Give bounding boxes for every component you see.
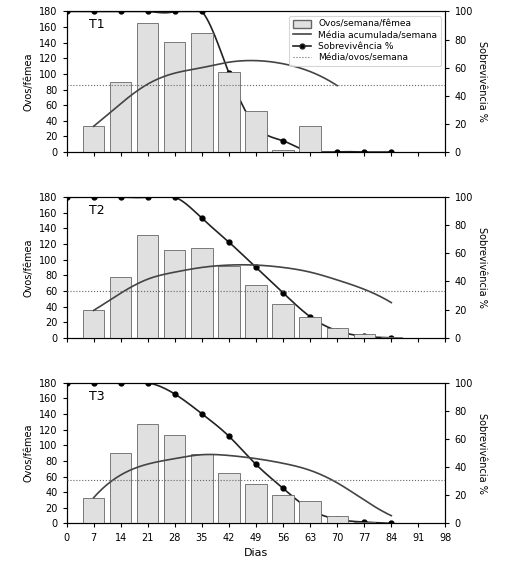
Bar [137, 424, 158, 523]
Bar [381, 337, 402, 338]
Bar [218, 266, 240, 338]
Bar [272, 304, 294, 338]
Bar [218, 72, 240, 152]
Bar [354, 334, 375, 338]
Bar [272, 150, 294, 152]
Bar [110, 453, 131, 523]
X-axis label: Dias: Dias [244, 548, 268, 558]
Bar [83, 126, 104, 152]
Text: T2: T2 [89, 204, 105, 217]
Y-axis label: Sobrevivência %: Sobrevivência % [477, 413, 487, 493]
Bar [327, 328, 348, 338]
Bar [137, 23, 158, 152]
Bar [300, 318, 321, 338]
Y-axis label: Sobrevivência %: Sobrevivência % [477, 227, 487, 308]
Bar [245, 110, 267, 152]
Bar [218, 473, 240, 523]
Bar [354, 522, 375, 523]
Bar [164, 42, 185, 152]
Bar [300, 126, 321, 152]
Bar [245, 484, 267, 523]
Bar [83, 498, 104, 523]
Text: T1: T1 [89, 18, 105, 31]
Bar [191, 454, 212, 523]
Bar [110, 82, 131, 152]
Legend: Ovos/semana/fêmea, Média acumulada/semana, Sobrevivência %, Média/ovos/semana: Ovos/semana/fêmea, Média acumulada/seman… [289, 16, 441, 67]
Bar [245, 286, 267, 338]
Bar [137, 236, 158, 338]
Bar [164, 250, 185, 338]
Bar [191, 248, 212, 338]
Bar [300, 501, 321, 523]
Y-axis label: Ovos/fêmea: Ovos/fêmea [24, 52, 33, 111]
Text: T3: T3 [89, 390, 105, 403]
Bar [272, 496, 294, 523]
Y-axis label: Ovos/fêmea: Ovos/fêmea [24, 424, 33, 483]
Y-axis label: Sobrevivência %: Sobrevivência % [477, 42, 487, 122]
Bar [110, 277, 131, 338]
Bar [191, 33, 212, 152]
Y-axis label: Ovos/fêmea: Ovos/fêmea [24, 238, 33, 296]
Bar [327, 517, 348, 523]
Bar [83, 311, 104, 338]
Bar [164, 435, 185, 523]
